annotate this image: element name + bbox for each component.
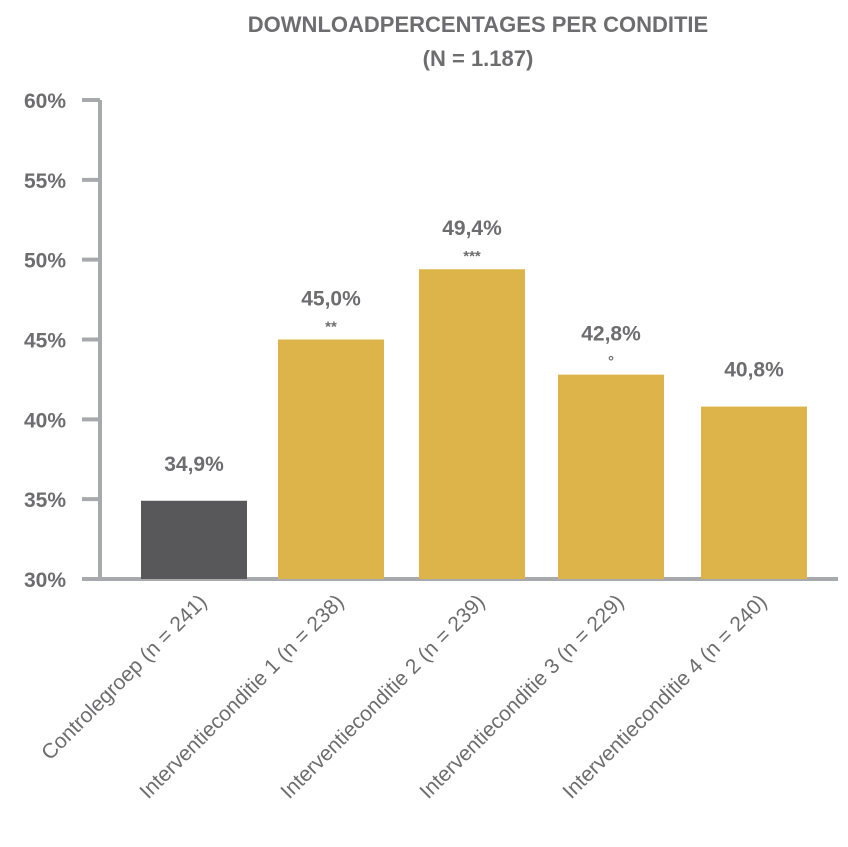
y-tick-label: 30% bbox=[24, 569, 66, 592]
significance-label: ** bbox=[325, 319, 337, 336]
y-tick-label: 40% bbox=[24, 409, 66, 432]
significance-label: ° bbox=[608, 354, 614, 371]
bar bbox=[278, 339, 384, 579]
bar-value-label: 42,8% bbox=[581, 323, 641, 346]
bar-value-label: 34,9% bbox=[164, 453, 224, 476]
y-tick-label: 60% bbox=[24, 90, 66, 113]
significance-label: *** bbox=[463, 248, 481, 265]
bar bbox=[419, 269, 525, 579]
bar bbox=[558, 374, 664, 579]
chart-title: DOWNLOADPERCENTAGES PER CONDITIE bbox=[248, 12, 708, 37]
y-tick-label: 35% bbox=[24, 489, 66, 512]
bars bbox=[141, 269, 807, 579]
chart-subtitle: (N = 1.187) bbox=[423, 46, 534, 71]
bar-value-label: 40,8% bbox=[724, 359, 784, 382]
y-tick-label: 55% bbox=[24, 170, 66, 193]
bar-value-label: 45,0% bbox=[301, 288, 361, 311]
bar-value-label: 49,4% bbox=[442, 217, 502, 240]
bar bbox=[141, 500, 247, 579]
y-tick-label: 50% bbox=[24, 250, 66, 273]
y-tick-label: 45% bbox=[24, 330, 66, 353]
bar bbox=[701, 406, 807, 579]
